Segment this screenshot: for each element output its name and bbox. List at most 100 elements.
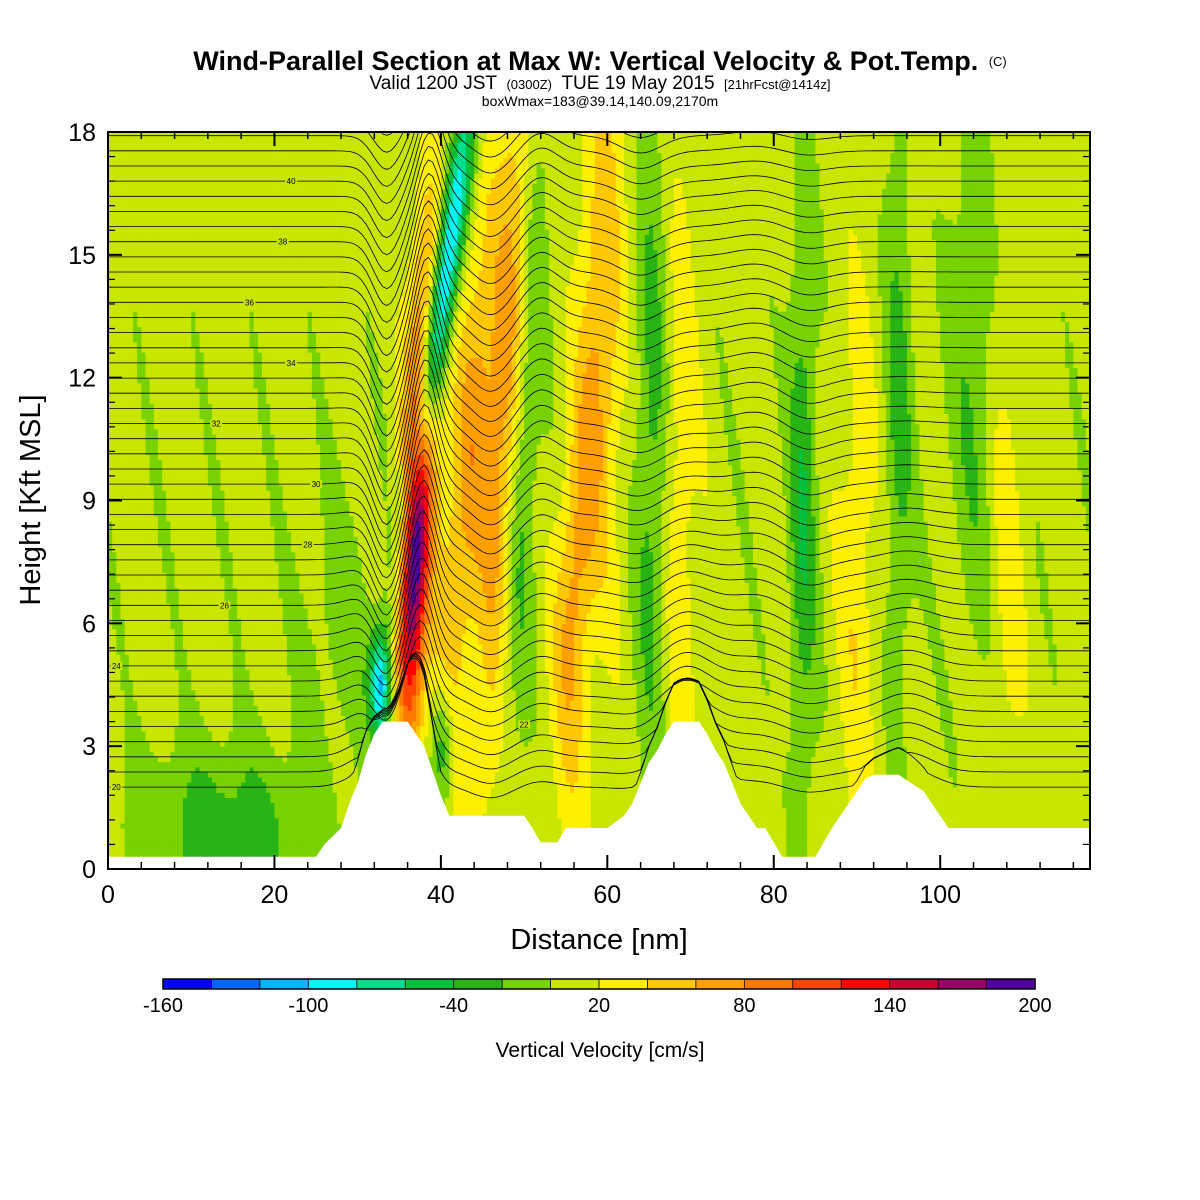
- velocity-cell: [162, 792, 167, 798]
- velocity-cell: [769, 766, 775, 773]
- velocity-cell: [599, 766, 604, 773]
- velocity-cell: [299, 828, 305, 834]
- velocity-cell: [881, 761, 887, 768]
- velocity-cell: [832, 787, 837, 793]
- velocity-cell: [794, 838, 800, 845]
- velocity-cell: [985, 781, 991, 788]
- velocity-cell: [1056, 776, 1062, 783]
- velocity-cell: [195, 802, 201, 809]
- velocity-cell: [836, 802, 841, 809]
- velocity-cell: [253, 843, 259, 850]
- velocity-cell: [182, 781, 188, 788]
- velocity-cell: [445, 761, 450, 768]
- velocity-cell: [253, 848, 259, 855]
- velocity-cell: [794, 781, 800, 788]
- velocity-cell: [191, 822, 196, 829]
- velocity-cell: [744, 797, 750, 804]
- velocity-cell: [174, 787, 180, 793]
- velocity-cell: [569, 761, 575, 768]
- velocity-cell: [815, 781, 821, 788]
- velocity-cell: [1069, 761, 1074, 768]
- velocity-cell: [461, 781, 467, 788]
- velocity-cell: [515, 781, 521, 788]
- velocity-cell: [594, 771, 600, 778]
- velocity-cell: [478, 771, 484, 778]
- velocity-cell: [619, 802, 625, 809]
- velocity-cell: [565, 771, 571, 778]
- velocity-cell: [565, 822, 571, 829]
- velocity-cell: [782, 848, 787, 855]
- velocity-cell: [1023, 787, 1029, 793]
- velocity-cell: [544, 807, 550, 814]
- velocity-cell: [590, 807, 596, 814]
- velocity-cell: [844, 787, 850, 793]
- velocity-cell: [969, 802, 975, 809]
- velocity-cell: [157, 822, 163, 829]
- velocity-cell: [332, 781, 338, 788]
- velocity-cell: [120, 781, 126, 788]
- velocity-cell: [911, 776, 916, 783]
- velocity-cell: [1044, 787, 1049, 793]
- velocity-cell: [503, 797, 509, 804]
- velocity-cell: [590, 822, 596, 829]
- velocity-cell: [157, 853, 163, 860]
- velocity-cell: [856, 771, 862, 778]
- velocity-cell: [511, 781, 517, 788]
- velocity-cell: [815, 828, 821, 834]
- velocity-cell: [769, 781, 775, 788]
- velocity-cell: [282, 766, 288, 773]
- velocity-cell: [757, 766, 762, 773]
- velocity-cell: [557, 828, 563, 834]
- velocity-cell: [948, 797, 954, 804]
- velocity-cell: [112, 771, 117, 778]
- velocity-cell: [1056, 797, 1062, 804]
- velocity-cell: [553, 776, 558, 783]
- velocity-cell: [1044, 807, 1049, 814]
- velocity-cell: [228, 833, 234, 839]
- velocity-cell: [582, 776, 588, 783]
- velocity-cell: [823, 807, 829, 814]
- velocity-cell: [236, 853, 242, 860]
- velocity-cell: [798, 812, 804, 819]
- velocity-cell: [145, 766, 151, 773]
- velocity-cell: [311, 781, 317, 788]
- velocity-cell: [116, 838, 122, 845]
- velocity-cell: [153, 848, 159, 855]
- velocity-cell: [1023, 822, 1029, 829]
- velocity-cell: [832, 812, 837, 819]
- velocity-cell: [594, 797, 600, 804]
- velocity-cell: [228, 792, 234, 798]
- velocity-cell: [998, 812, 1004, 819]
- velocity-cell: [270, 761, 276, 768]
- velocity-cell: [956, 792, 962, 798]
- velocity-cell: [266, 817, 271, 824]
- velocity-cell: [619, 761, 625, 768]
- velocity-cell: [1019, 812, 1025, 819]
- velocity-cell: [1069, 771, 1074, 778]
- velocity-cell: [790, 848, 796, 855]
- velocity-cell: [191, 848, 196, 855]
- velocity-cell: [445, 787, 450, 793]
- velocity-cell: [153, 797, 159, 804]
- velocity-cell: [586, 797, 592, 804]
- velocity-cell: [157, 756, 163, 763]
- velocity-cell: [865, 771, 871, 778]
- velocity-cell: [336, 776, 342, 783]
- velocity-cell: [823, 802, 829, 809]
- velocity-cell: [124, 761, 130, 768]
- velocity-cell: [307, 771, 313, 778]
- velocity-cell: [777, 828, 783, 834]
- velocity-cell: [499, 787, 504, 793]
- velocity-cell: [1060, 797, 1066, 804]
- velocity-cell: [187, 771, 192, 778]
- velocity-cell: [969, 812, 975, 819]
- velocity-cell: [1077, 822, 1083, 829]
- velocity-cell: [944, 807, 950, 814]
- velocity-cell: [940, 781, 945, 788]
- velocity-cell: [748, 802, 754, 809]
- velocity-cell: [1040, 787, 1045, 793]
- velocity-cell: [149, 761, 155, 768]
- velocity-cell: [1060, 812, 1066, 819]
- velocity-cell: [1060, 776, 1066, 783]
- velocity-cell: [207, 807, 213, 814]
